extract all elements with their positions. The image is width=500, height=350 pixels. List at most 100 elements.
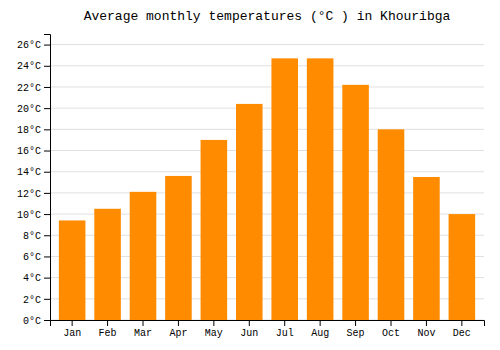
grid-line bbox=[50, 86, 484, 87]
bar bbox=[378, 129, 405, 320]
x-tick-mark bbox=[284, 320, 285, 326]
bar bbox=[307, 58, 334, 320]
y-tick-label: 12°C bbox=[17, 189, 41, 200]
grid-line bbox=[50, 150, 484, 151]
bar bbox=[271, 58, 298, 320]
grid-line bbox=[50, 44, 484, 45]
y-axis: 0°C 2°C 4°C 6°C 8°C 10°C 12°C 14°C 16°C 18°C 20°C 2… bbox=[17, 35, 51, 327]
y-tick: 4°C bbox=[23, 273, 50, 284]
x-tick: Jan bbox=[63, 320, 81, 339]
y-tick-label: 4°C bbox=[23, 273, 41, 284]
grid-line bbox=[50, 129, 484, 130]
y-tick-mark bbox=[44, 172, 50, 173]
x-tick-label: Jun bbox=[240, 328, 258, 339]
bars bbox=[59, 58, 475, 320]
y-tick-label: 0°C bbox=[23, 316, 41, 327]
y-tick-label: 18°C bbox=[17, 125, 41, 136]
y-tick-label: 24°C bbox=[17, 61, 41, 72]
x-tick-label: Apr bbox=[169, 328, 187, 339]
y-tick-label: 20°C bbox=[17, 104, 41, 115]
bar bbox=[342, 85, 369, 320]
y-tick-label: 6°C bbox=[23, 252, 41, 263]
bar bbox=[94, 209, 121, 320]
y-tick-label: 26°C bbox=[17, 40, 41, 51]
x-tick-mark bbox=[178, 320, 179, 326]
x-tick-mark bbox=[461, 320, 462, 326]
x-tick-mark bbox=[107, 320, 108, 326]
bar bbox=[201, 140, 228, 320]
x-tick-mark bbox=[249, 320, 250, 326]
y-tick: 0°C bbox=[23, 316, 50, 327]
y-tick-mark bbox=[44, 129, 50, 130]
bar bbox=[236, 104, 263, 320]
x-tick-label: Nov bbox=[417, 328, 435, 339]
x-tick-label: Sep bbox=[347, 328, 365, 339]
y-tick: 14°C bbox=[17, 167, 50, 178]
x-tick-mark bbox=[320, 320, 321, 326]
grid-line bbox=[50, 65, 484, 66]
x-tick-label: Jul bbox=[276, 328, 294, 339]
x-tick-mark bbox=[355, 320, 356, 326]
y-tick-label: 22°C bbox=[17, 83, 41, 94]
grid bbox=[50, 45, 484, 320]
y-tick-mark bbox=[44, 214, 50, 215]
x-tick-label: May bbox=[205, 328, 223, 339]
x-tick: Apr bbox=[169, 320, 187, 339]
x-tick-label: Jan bbox=[63, 328, 81, 339]
grid-line bbox=[50, 108, 484, 109]
y-tick-label: 16°C bbox=[17, 146, 41, 157]
x-tick-mark bbox=[72, 320, 73, 326]
y-tick-mark bbox=[44, 299, 50, 300]
x-tick: Jun bbox=[240, 320, 258, 339]
x-tick-label: Mar bbox=[134, 328, 152, 339]
y-tick: 22°C bbox=[17, 83, 50, 94]
x-tick: Mar bbox=[134, 320, 152, 339]
y-tick: 12°C bbox=[17, 189, 50, 200]
bar bbox=[413, 177, 440, 320]
x-tick: Oct bbox=[382, 320, 400, 339]
y-tick-mark bbox=[44, 193, 50, 194]
x-tick-mark bbox=[213, 320, 214, 326]
y-tick: 26°C bbox=[17, 40, 50, 51]
y-tick-mark bbox=[44, 87, 50, 88]
title: Average monthly temperatures (°C ) in Kh… bbox=[84, 9, 451, 24]
x-tick-label: Dec bbox=[453, 328, 471, 339]
y-axis-line bbox=[44, 35, 51, 321]
y-tick-label: 14°C bbox=[17, 167, 41, 178]
y-tick: 8°C bbox=[23, 231, 50, 242]
x-tick: Aug bbox=[311, 320, 329, 339]
x-axis-line bbox=[51, 321, 485, 327]
y-tick: 6°C bbox=[23, 252, 50, 263]
bar bbox=[165, 176, 192, 320]
y-tick: 20°C bbox=[17, 104, 50, 115]
y-tick-mark bbox=[44, 151, 50, 152]
plot: 0°C 2°C 4°C 6°C 8°C 10°C 12°C 14°C 16°C 18°C 20°C 2… bbox=[17, 35, 485, 340]
y-tick-label: 8°C bbox=[23, 231, 41, 242]
y-tick-mark bbox=[44, 320, 50, 321]
x-tick: Feb bbox=[99, 320, 117, 339]
grid-line bbox=[50, 171, 484, 172]
x-tick-label: Oct bbox=[382, 328, 400, 339]
y-tick: 10°C bbox=[17, 210, 50, 221]
x-tick-mark bbox=[391, 320, 392, 326]
x-tick: Sep bbox=[347, 320, 365, 339]
y-tick: 24°C bbox=[17, 61, 50, 72]
y-tick-label: 2°C bbox=[23, 295, 41, 306]
y-tick: 16°C bbox=[17, 146, 50, 157]
y-tick-mark bbox=[44, 278, 50, 279]
y-tick-mark bbox=[44, 108, 50, 109]
x-tick-label: Aug bbox=[311, 328, 329, 339]
chart: 0°C 2°C 4°C 6°C 8°C 10°C 12°C 14°C 16°C 18°C 20°C 2… bbox=[0, 0, 500, 350]
bar bbox=[130, 192, 157, 320]
bar bbox=[449, 214, 476, 320]
y-tick-mark bbox=[44, 235, 50, 236]
y-tick-mark bbox=[44, 66, 50, 67]
x-tick-label: Feb bbox=[99, 328, 117, 339]
y-tick: 2°C bbox=[23, 295, 50, 306]
y-tick-label: 10°C bbox=[17, 210, 41, 221]
x-tick-mark bbox=[143, 320, 144, 326]
x-tick: May bbox=[205, 320, 223, 339]
x-tick: Nov bbox=[417, 320, 435, 339]
y-tick-mark bbox=[44, 45, 50, 46]
bar bbox=[59, 220, 86, 320]
